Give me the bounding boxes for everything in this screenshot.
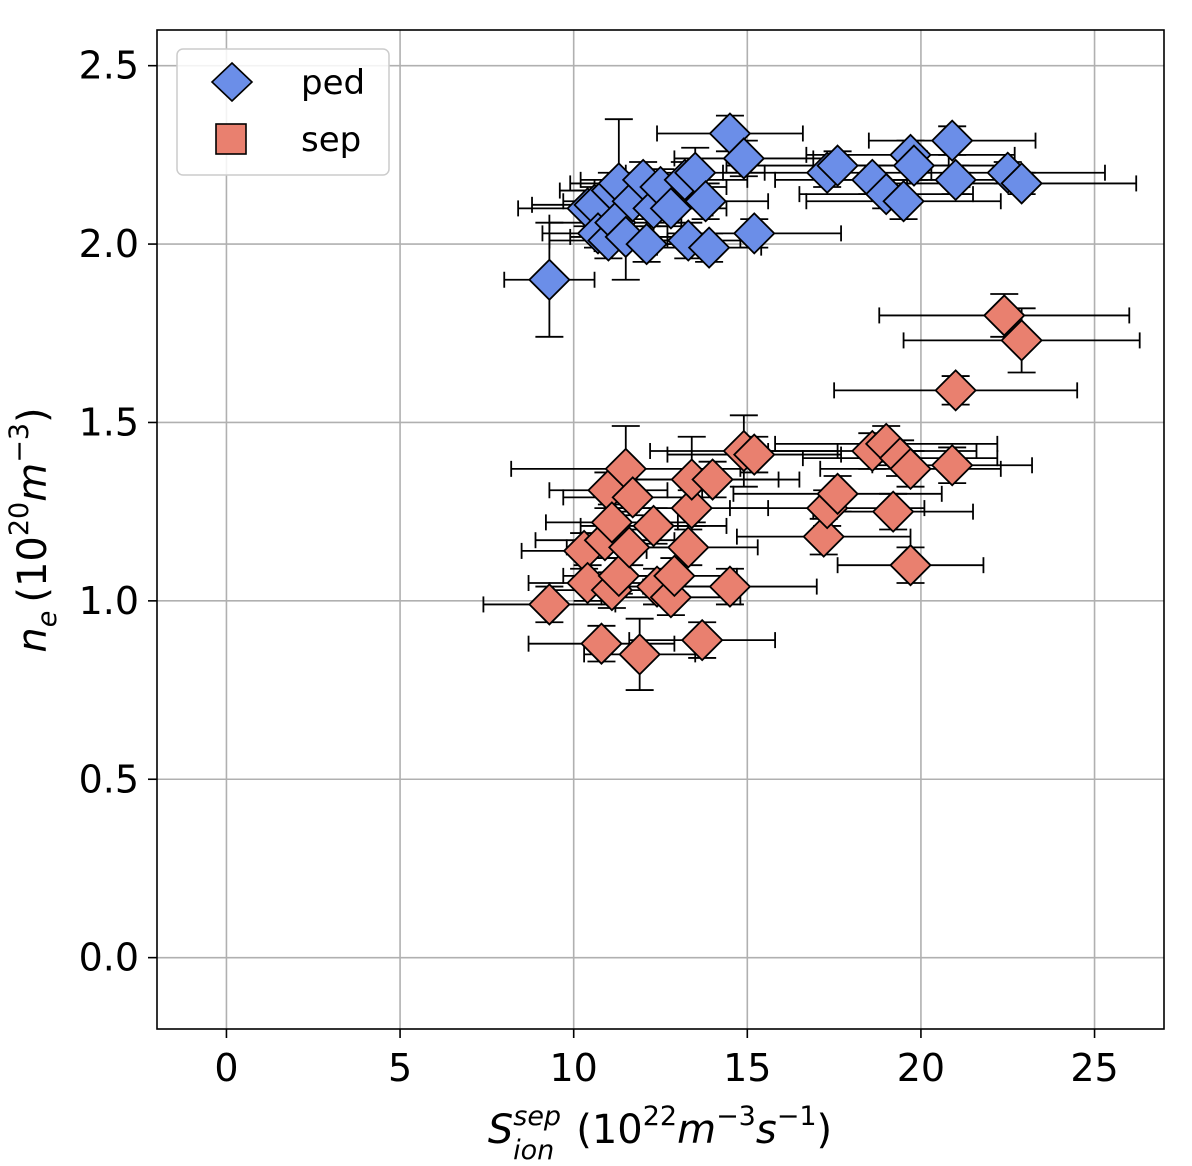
point-ped <box>649 187 693 230</box>
point-sep <box>934 369 977 412</box>
y-axis-label-base: n <box>10 627 56 652</box>
point-sep <box>930 444 974 487</box>
x-tick-label: 25 <box>1070 1046 1118 1090</box>
point-ped <box>732 212 776 255</box>
x-axis-label: Ssep ion (1022m−3s−1) <box>488 1101 832 1166</box>
y-axis-units-exp2: −3 <box>4 423 35 463</box>
legend-marker-sep <box>215 123 247 155</box>
y-tick-label: 0.5 <box>79 757 139 801</box>
point-ped <box>882 179 925 223</box>
point-ped <box>1000 162 1043 205</box>
x-tick-label: 0 <box>214 1046 238 1090</box>
point-ped <box>892 144 936 187</box>
x-axis-units-exp3: −1 <box>777 1101 817 1132</box>
y-tick-label: 2.5 <box>79 44 139 88</box>
point-ped <box>816 144 859 187</box>
y-tick-label: 2.0 <box>79 222 139 266</box>
x-axis-label-base: S <box>488 1107 513 1153</box>
y-axis-units-m: m <box>10 463 56 502</box>
x-axis-units-exp2: −3 <box>716 1101 756 1132</box>
point-sep <box>667 526 710 569</box>
point-sep <box>670 486 714 530</box>
point-sep <box>871 490 915 533</box>
point-sep <box>680 618 724 662</box>
point-sep <box>653 554 696 598</box>
x-axis-units-s: s <box>756 1107 777 1153</box>
axis-ticks: 0 5 10 15 20 25 0.0 0.5 1.0 1.5 2.0 2.5 <box>79 44 1119 1090</box>
y-axis-label-sub: e <box>32 611 63 628</box>
point-sep <box>816 472 859 516</box>
point-ped <box>687 226 731 269</box>
point-sep <box>580 622 623 665</box>
x-tick-label: 20 <box>897 1046 945 1090</box>
point-sep <box>1000 319 1043 362</box>
y-axis-units-open: (10 <box>10 536 56 603</box>
point-ped <box>528 258 571 302</box>
point-sep <box>607 526 651 569</box>
y-tick-label: 1.0 <box>79 579 139 623</box>
point-sep <box>528 583 571 626</box>
y-axis-units-close: ) <box>10 407 56 423</box>
x-axis-units-exp: 22 <box>643 1101 677 1132</box>
x-axis-units-open: (10 <box>576 1107 643 1153</box>
legend: ped sep <box>176 48 390 176</box>
point-sep <box>611 476 654 519</box>
point-sep <box>618 633 661 676</box>
point-ped <box>930 119 974 162</box>
point-sep <box>889 447 932 491</box>
point-sep <box>691 458 734 501</box>
point-ped <box>722 137 766 180</box>
data-markers <box>528 112 1043 676</box>
x-axis-label-sup: sep <box>513 1101 561 1132</box>
point-sep <box>982 294 1026 337</box>
point-ped <box>625 222 668 266</box>
x-tick-label: 5 <box>388 1046 412 1090</box>
point-ped <box>684 179 727 223</box>
plot-frame <box>156 29 1165 1030</box>
x-axis-units-m: m <box>677 1107 716 1153</box>
point-sep <box>802 515 845 558</box>
point-sep <box>708 565 752 608</box>
legend-marker-ped <box>210 61 254 103</box>
point-sep <box>632 504 675 548</box>
point-sep <box>732 433 776 476</box>
x-tick-label: 15 <box>723 1046 771 1090</box>
legend-label-ped: ped <box>301 63 365 103</box>
point-sep <box>889 543 932 587</box>
legend-label-sep: sep <box>301 120 361 160</box>
x-axis-units-close: ) <box>817 1107 833 1153</box>
point-sep <box>590 501 634 544</box>
point-ped <box>934 158 977 202</box>
y-axis-label: ne (1020m−3) <box>4 407 63 652</box>
y-tick-label: 1.5 <box>79 400 139 444</box>
x-axis-label-sub: ion <box>513 1135 554 1166</box>
y-tick-label: 0.0 <box>79 936 139 980</box>
x-tick-label: 10 <box>550 1046 598 1090</box>
y-axis-units-exp: 20 <box>4 502 35 536</box>
